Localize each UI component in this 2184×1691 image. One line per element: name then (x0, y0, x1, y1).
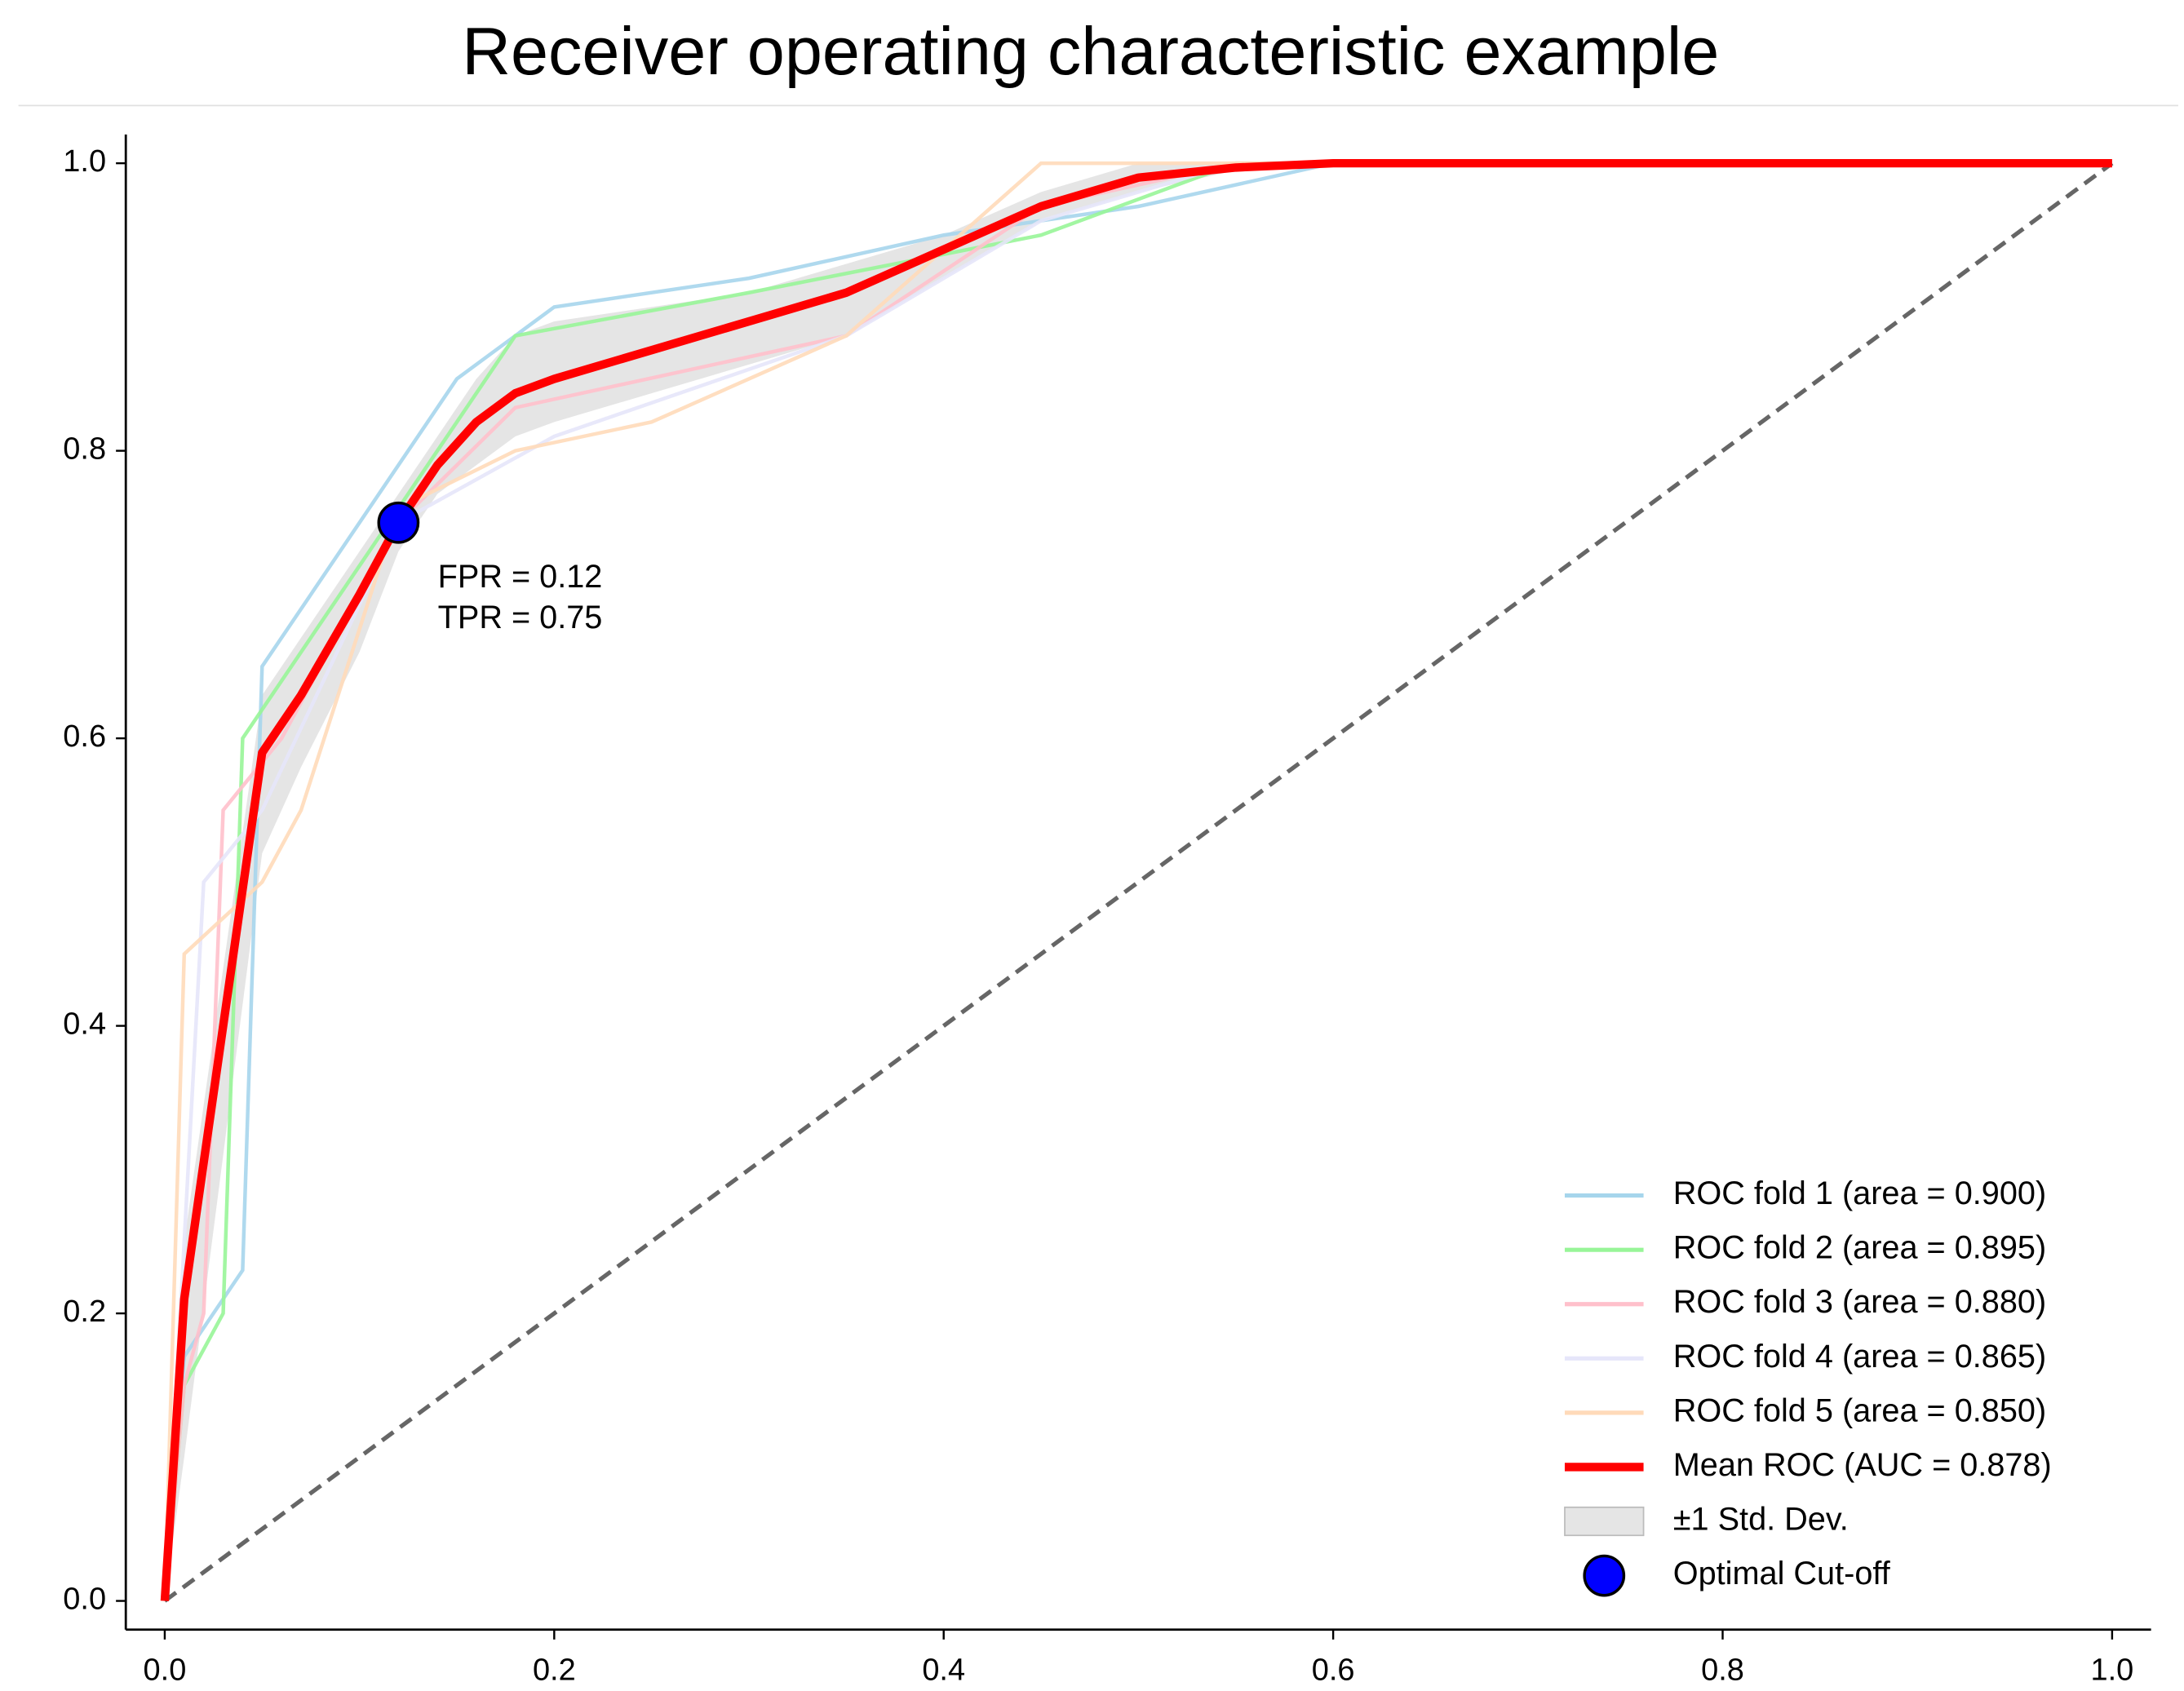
optimal-point (377, 501, 420, 544)
x-tick-label: 0.6 (1312, 1653, 1355, 1688)
chance-line (163, 162, 2114, 1603)
legend-label: Mean ROC (AUC = 0.878) (1673, 1447, 2052, 1483)
x-tick-label: 0.2 (533, 1653, 576, 1688)
y-tick-label: 0.8 (63, 432, 106, 467)
roc-fold-line (162, 161, 2112, 1601)
y-tick-label: 0.4 (63, 1007, 106, 1042)
chart-title: Receiver operating characteristic exampl… (462, 13, 1719, 89)
x-tick-label: 0.8 (1701, 1653, 1744, 1688)
legend-label: ROC fold 5 (area = 0.850) (1673, 1392, 2046, 1428)
annotation: FPR = 0.12 (438, 559, 603, 595)
legend-label: ROC fold 3 (area = 0.880) (1673, 1284, 2046, 1320)
roc-fold-line (162, 161, 2112, 1601)
legend-label: Optimal Cut-off (1673, 1556, 1891, 1591)
legend-label: ROC fold 2 (area = 0.895) (1673, 1230, 2046, 1266)
legend-label: ±1 Std. Dev. (1673, 1501, 1849, 1537)
x-tick-label: 0.0 (144, 1653, 187, 1688)
y-tick-label: 0.2 (63, 1295, 106, 1329)
mean-roc-line (160, 158, 2112, 1601)
y-tick-label: 0.6 (63, 719, 106, 754)
annotation: TPR = 0.75 (438, 600, 603, 635)
legend-swatch (1564, 1506, 1645, 1537)
x-tick-label: 0.4 (922, 1653, 965, 1688)
y-tick-label: 0.0 (63, 1583, 106, 1617)
legend-swatch (1583, 1554, 1626, 1597)
legend-label: ROC fold 1 (area = 0.900) (1673, 1175, 2046, 1211)
legend-label: ROC fold 4 (area = 0.865) (1673, 1339, 2046, 1374)
x-tick-label: 1.0 (2091, 1653, 2134, 1688)
y-tick-label: 1.0 (63, 144, 106, 179)
